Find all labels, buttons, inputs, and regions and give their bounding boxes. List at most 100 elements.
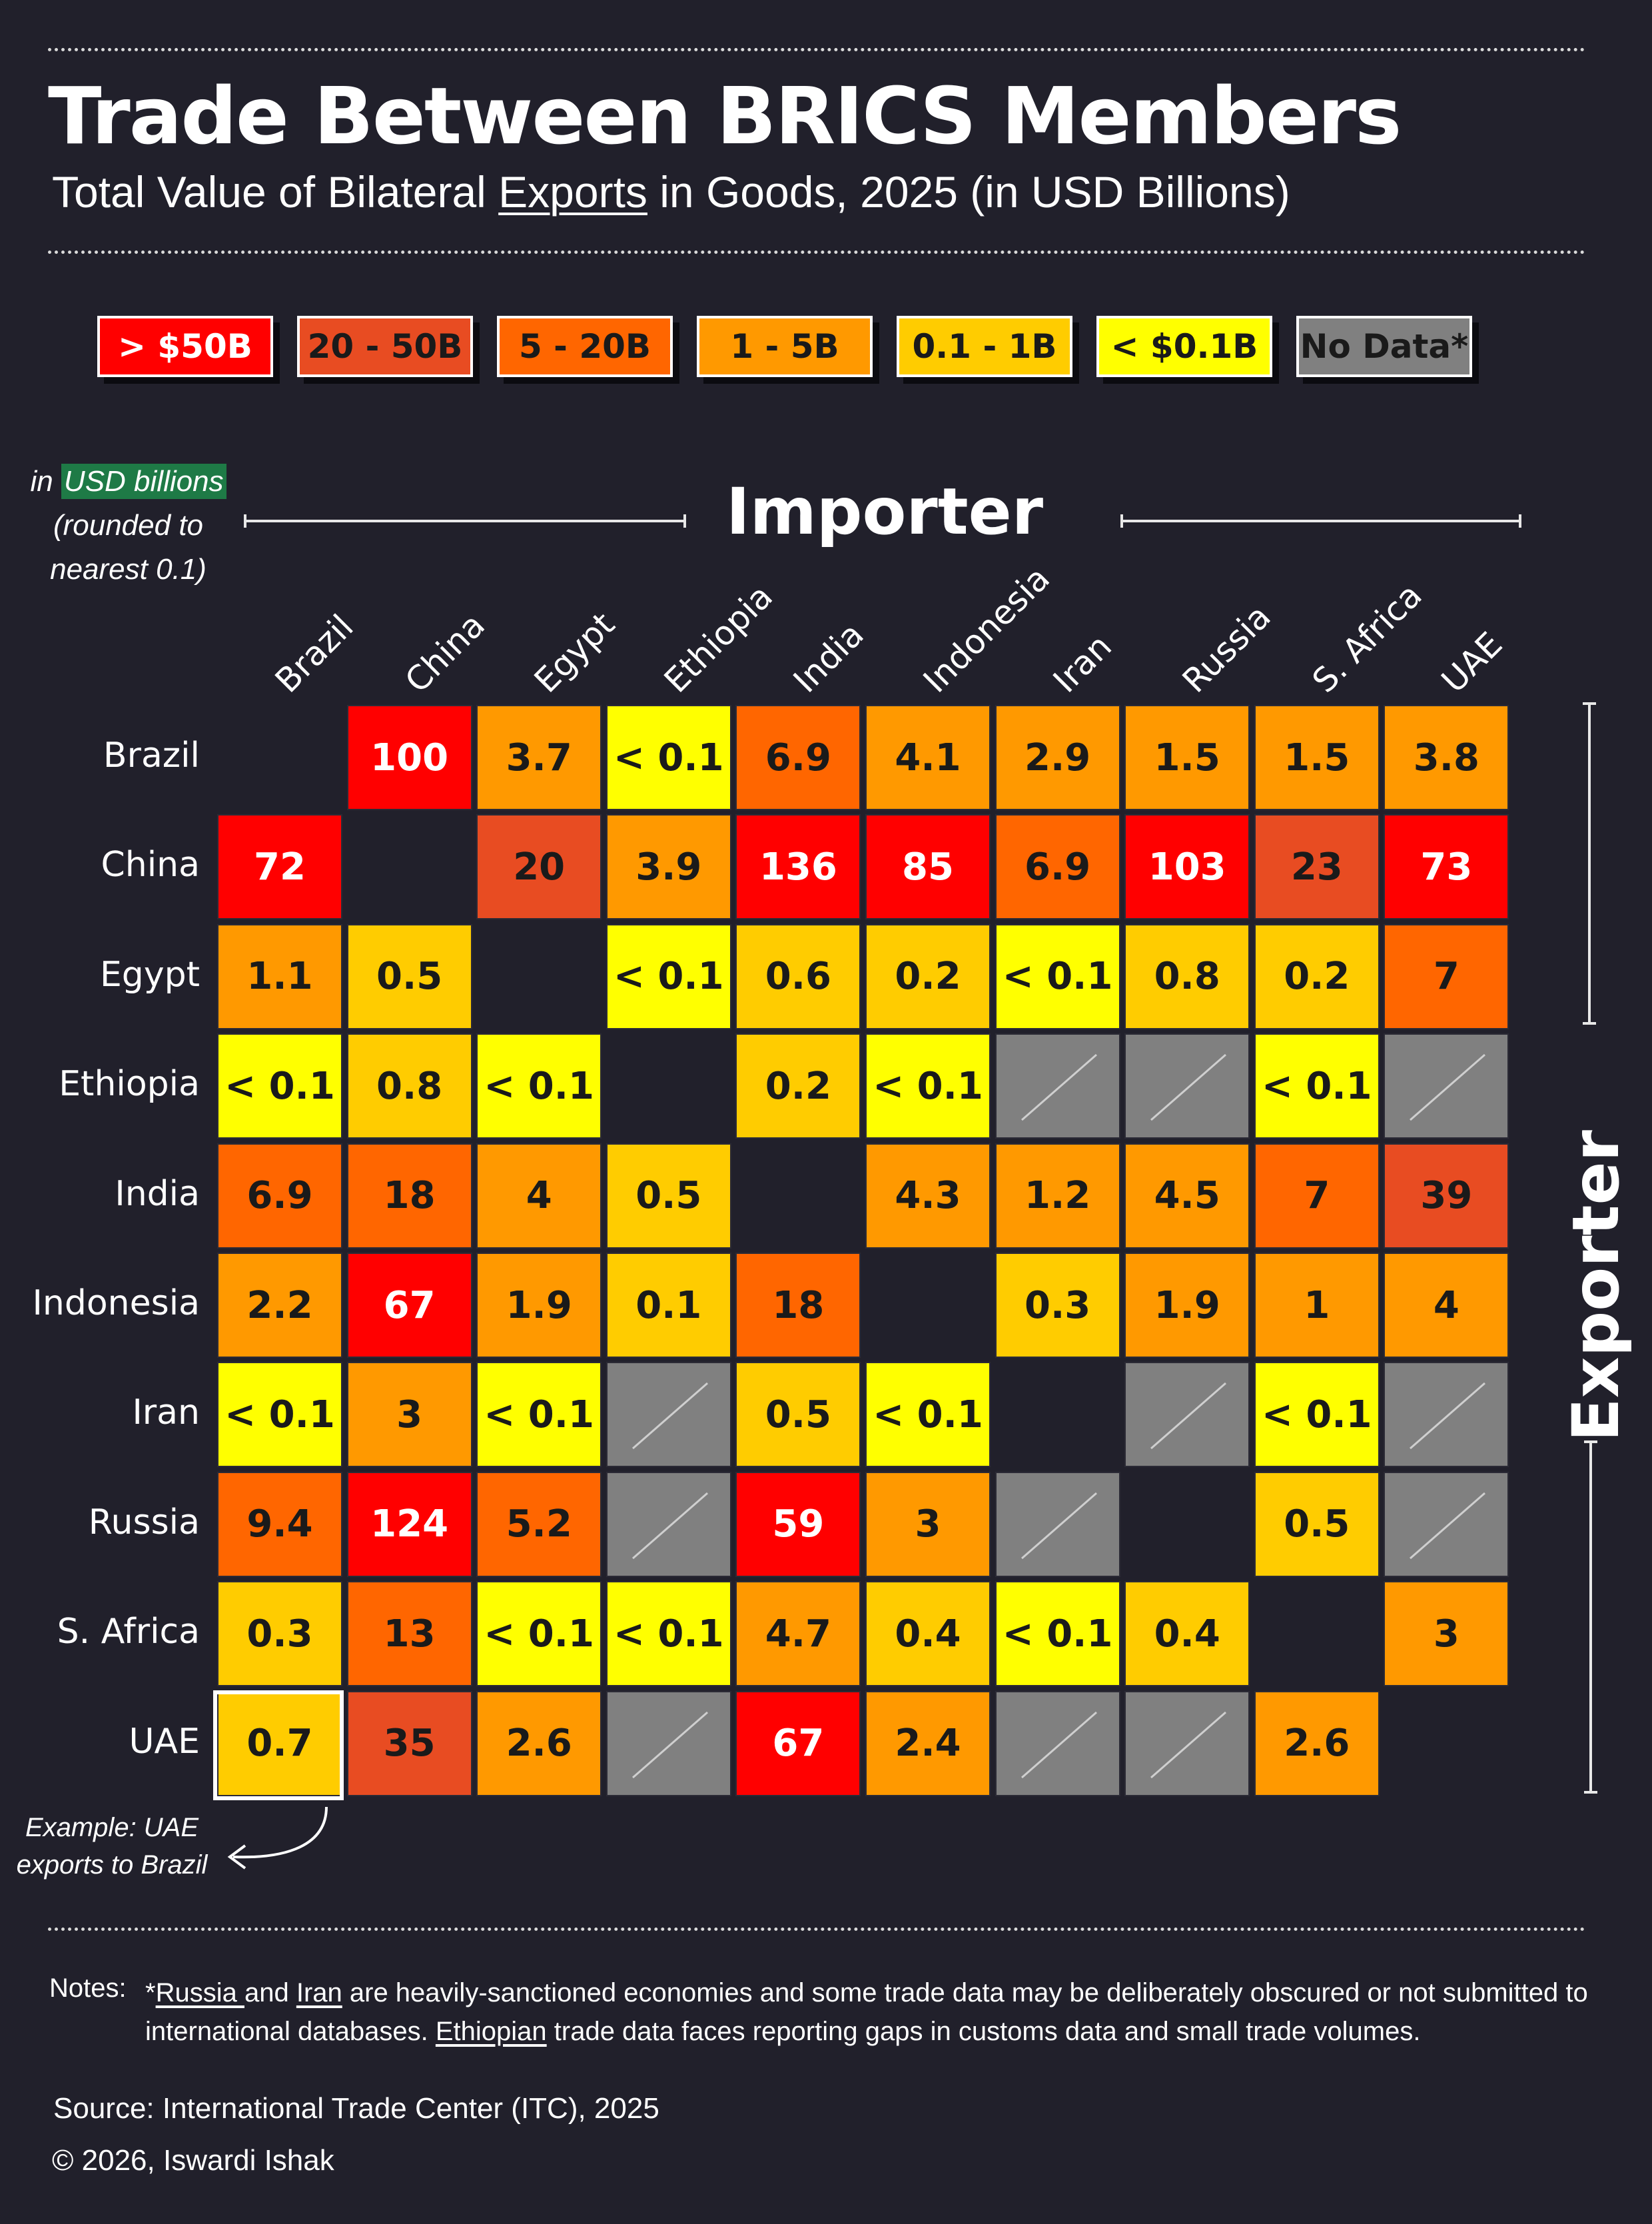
- heatmap-cell: 103: [1124, 814, 1250, 920]
- subtitle-exports-word: Exports: [498, 167, 647, 217]
- heatmap-cell: < 0.1: [995, 1581, 1120, 1687]
- cell-value: < 0.1: [484, 1612, 594, 1656]
- cell-value: 0.4: [1154, 1612, 1220, 1656]
- heatmap-cell: [995, 1690, 1120, 1796]
- cell-value: 72: [254, 845, 306, 889]
- cell-value: 0.5: [1284, 1502, 1350, 1546]
- heatmap-cell: 73: [1384, 814, 1509, 920]
- heatmap-cell: 6.9: [217, 1143, 342, 1249]
- heatmap-cell: 4.3: [865, 1143, 991, 1249]
- cell-value: 0.2: [1284, 955, 1350, 999]
- example-note-line2: exports to Brazil: [16, 1850, 208, 1880]
- heatmap-cell: 0.3: [217, 1581, 342, 1687]
- notes-text-part1: are heavily-sanctioned economies and som…: [145, 1978, 1588, 2046]
- exporter-label-8: S. Africa: [57, 1612, 200, 1652]
- cell-value: < 0.1: [1261, 1064, 1372, 1108]
- heatmap-cell: 4: [1384, 1253, 1509, 1358]
- heatmap-cell: [995, 1471, 1120, 1577]
- heatmap-cell: < 0.1: [995, 923, 1120, 1029]
- heatmap-cell: 1.9: [1124, 1253, 1250, 1358]
- example-note-line1: Example: UAE: [25, 1813, 199, 1842]
- cell-value: 0.1: [635, 1283, 702, 1327]
- heatmap-cell: 124: [346, 1471, 472, 1577]
- cell-value: 0.8: [376, 1064, 443, 1108]
- heatmap-cell: 1.5: [1124, 705, 1250, 810]
- heatmap-cell: 20: [476, 814, 602, 920]
- cell-value: 6.9: [1024, 845, 1091, 889]
- cell-value: 3: [1433, 1612, 1459, 1656]
- heatmap-cell: 6.9: [735, 705, 861, 810]
- heatmap-cell: 0.2: [735, 1033, 861, 1139]
- cell-value: 3: [396, 1392, 423, 1436]
- heatmap-cell: 0.3: [995, 1253, 1120, 1358]
- cell-value: 0.3: [1024, 1283, 1091, 1327]
- notes-text: *Russia and Iran are heavily-sanctioned …: [145, 1973, 1624, 2051]
- importer-bracket-left: [244, 514, 686, 528]
- heatmap-cell: 0.1: [606, 1253, 731, 1358]
- heatmap-cell: 100: [346, 705, 472, 810]
- notes-russia: Russia: [155, 1978, 244, 2007]
- heatmap-cell: < 0.1: [865, 1362, 991, 1468]
- exporter-label-5: Indonesia: [32, 1283, 200, 1323]
- heatmap-cell: 4.1: [865, 705, 991, 810]
- cell-value: < 0.1: [1002, 1612, 1113, 1656]
- importer-axis-title: Importer: [726, 474, 1044, 549]
- cell-value: < 0.1: [1261, 1392, 1372, 1436]
- heatmap-cell: 7: [1254, 1143, 1380, 1249]
- cell-value: < 0.1: [484, 1064, 594, 1108]
- heatmap-cell: < 0.1: [217, 1362, 342, 1468]
- cell-value: 1.5: [1154, 736, 1220, 780]
- chart-title: Trade Between BRICS Members: [48, 70, 1402, 162]
- heatmap-cell: 85: [865, 814, 991, 920]
- heatmap-cell: 2.9: [995, 705, 1120, 810]
- cell-value: 0.7: [246, 1722, 313, 1766]
- example-note: Example: UAE exports to Brazil: [12, 1809, 212, 1884]
- heatmap-cell: [1124, 1033, 1250, 1139]
- cell-value: 1.2: [1024, 1174, 1091, 1218]
- cell-value: 67: [772, 1722, 825, 1766]
- cell-value: 1: [1304, 1283, 1330, 1327]
- importer-label-6: Iran: [1045, 626, 1119, 701]
- heatmap-cell: 0.8: [1124, 923, 1250, 1029]
- cell-value: < 0.1: [484, 1392, 594, 1436]
- cell-value: 1.5: [1284, 736, 1350, 780]
- heatmap-cell: 67: [735, 1690, 861, 1796]
- cell-value: 2.6: [506, 1722, 572, 1766]
- heatmap-cell: 136: [735, 814, 861, 920]
- cell-value: 7: [1304, 1174, 1330, 1218]
- importer-bracket-right: [1120, 514, 1521, 528]
- exporter-bracket-bottom: [1584, 1440, 1597, 1794]
- heatmap-cell: 9.4: [217, 1471, 342, 1577]
- cell-value: 4.7: [765, 1612, 831, 1656]
- legend-item-2: 5 - 20B: [497, 316, 673, 377]
- cell-value: 0.8: [1154, 955, 1220, 999]
- importer-label-7: Russia: [1175, 597, 1278, 701]
- notes-label: Notes:: [49, 1973, 127, 2003]
- exporter-label-6: Iran: [132, 1392, 200, 1433]
- cell-value: 73: [1420, 845, 1473, 889]
- heatmap-cell: 0.5: [735, 1362, 861, 1468]
- heatmap-cell: 4: [476, 1143, 602, 1249]
- importer-label-1: China: [397, 606, 492, 701]
- heatmap-cell: < 0.1: [865, 1033, 991, 1139]
- heatmap-cell: 67: [346, 1253, 472, 1358]
- cell-value: 0.4: [895, 1612, 961, 1656]
- cell-value: 18: [772, 1283, 825, 1327]
- cell-value: < 0.1: [873, 1392, 983, 1436]
- heatmap-cell: [1124, 1690, 1250, 1796]
- heatmap-cell: [1124, 1362, 1250, 1468]
- legend-item-6: No Data*: [1296, 316, 1472, 377]
- heatmap-cell: [606, 1690, 731, 1796]
- heatmap-cell: 0.2: [1254, 923, 1380, 1029]
- legend-item-0: > $50B: [97, 316, 273, 377]
- importer-label-5: Indonesia: [916, 559, 1057, 701]
- heatmap-cell: [995, 1033, 1120, 1139]
- unit-note: in USD billions (rounded to nearest 0.1): [27, 460, 230, 592]
- importer-label-0: Brazil: [268, 607, 361, 701]
- heatmap-cell: 4.7: [735, 1581, 861, 1687]
- exporter-label-1: China: [101, 845, 200, 885]
- importer-label-2: Egypt: [527, 604, 623, 701]
- importer-label-8: S. Africa: [1304, 576, 1430, 701]
- heatmap-cell: 1.2: [995, 1143, 1120, 1249]
- cell-value: 9.4: [246, 1502, 313, 1546]
